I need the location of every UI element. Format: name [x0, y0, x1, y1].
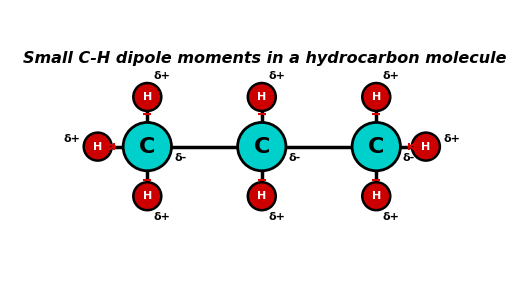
Circle shape: [248, 182, 276, 210]
Text: δ-: δ-: [288, 153, 301, 163]
Circle shape: [133, 83, 161, 111]
Text: H: H: [257, 191, 266, 201]
Text: δ+: δ+: [443, 134, 460, 144]
Circle shape: [84, 133, 112, 160]
Text: δ-: δ-: [174, 153, 186, 163]
Circle shape: [352, 122, 401, 171]
Circle shape: [362, 182, 390, 210]
Text: H: H: [421, 142, 431, 152]
Text: C: C: [254, 137, 270, 156]
Text: C: C: [139, 137, 156, 156]
Text: H: H: [93, 142, 102, 152]
Circle shape: [133, 182, 161, 210]
Text: H: H: [143, 92, 152, 102]
Text: C: C: [368, 137, 385, 156]
Text: δ-: δ-: [403, 153, 415, 163]
Text: H: H: [372, 92, 381, 102]
Text: δ+: δ+: [383, 212, 400, 222]
Text: δ+: δ+: [268, 71, 285, 81]
Circle shape: [123, 122, 172, 171]
Circle shape: [238, 122, 286, 171]
Text: H: H: [257, 92, 266, 102]
Text: H: H: [372, 191, 381, 201]
Circle shape: [248, 83, 276, 111]
Text: δ+: δ+: [64, 134, 81, 144]
Text: δ+: δ+: [154, 212, 171, 222]
Text: Small C-H dipole moments in a hydrocarbon molecule: Small C-H dipole moments in a hydrocarbo…: [23, 51, 507, 66]
Text: δ+: δ+: [383, 71, 400, 81]
Text: δ+: δ+: [154, 71, 171, 81]
Text: H: H: [143, 191, 152, 201]
Text: δ+: δ+: [268, 212, 285, 222]
Circle shape: [412, 133, 440, 160]
Circle shape: [362, 83, 390, 111]
